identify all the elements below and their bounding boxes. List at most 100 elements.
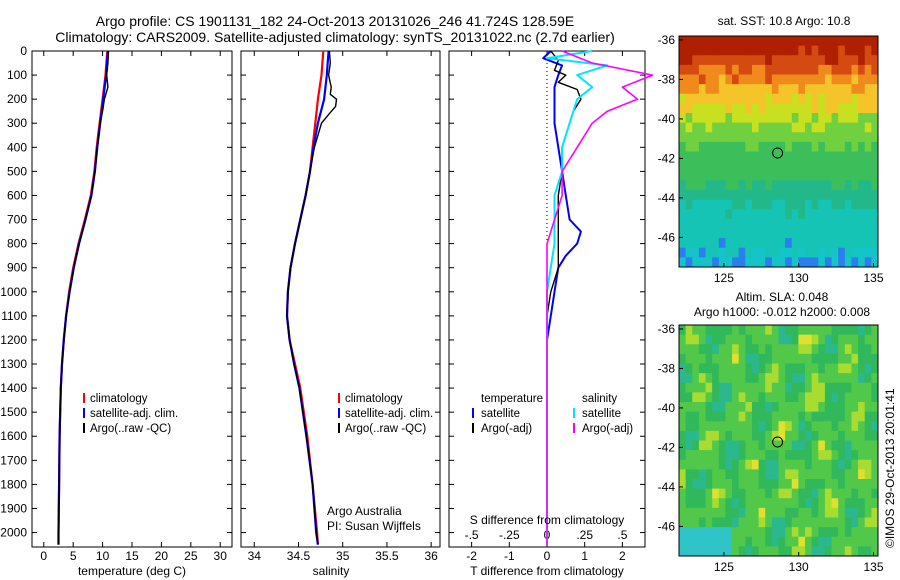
- map-cell: [751, 257, 759, 268]
- legend-label-climatology: climatology: [345, 393, 403, 405]
- map-cell: [785, 344, 793, 355]
- map-cell: [758, 141, 766, 152]
- map-cell: [745, 84, 753, 95]
- map-cell: [858, 469, 866, 480]
- map-cell: [811, 479, 819, 490]
- map-cell: [785, 353, 793, 364]
- map-cell: [725, 450, 733, 461]
- map-cell: [791, 103, 799, 114]
- map-cell: [858, 218, 866, 229]
- map-cell: [851, 325, 859, 336]
- map-cell: [692, 353, 700, 364]
- map-cell: [712, 421, 720, 432]
- map-cell: [785, 411, 793, 422]
- map-cell: [765, 132, 773, 143]
- map-cell: [778, 363, 786, 374]
- map-cell: [698, 74, 706, 85]
- map-cell: [732, 507, 740, 518]
- map-cell: [738, 170, 746, 181]
- map-cell: [679, 45, 687, 56]
- map-cell: [765, 257, 773, 268]
- map-cell: [771, 103, 779, 114]
- map-cell: [858, 151, 866, 162]
- map-cell: [864, 228, 872, 239]
- map-cell: [785, 363, 793, 374]
- map-cell: [725, 74, 733, 85]
- map-cell: [844, 36, 852, 47]
- map-y-tick-label: -38: [658, 361, 676, 375]
- map-cell: [811, 536, 819, 547]
- x-tick-label: 15: [125, 549, 139, 563]
- map-cell: [838, 488, 846, 499]
- map-cell: [751, 488, 759, 499]
- map-cell: [811, 402, 819, 413]
- map-cell: [692, 84, 700, 95]
- map-cell: [705, 122, 713, 133]
- map-cell: [758, 527, 766, 538]
- map-cell: [831, 238, 839, 249]
- map-cell: [805, 103, 813, 114]
- map-cell: [692, 363, 700, 374]
- map-cell: [692, 546, 700, 557]
- map-cell: [765, 74, 773, 85]
- map-cell: [725, 392, 733, 403]
- map-cell: [798, 353, 806, 364]
- map-cell: [771, 392, 779, 403]
- map-cell: [844, 218, 852, 229]
- map-cell: [844, 238, 852, 249]
- map-cell: [718, 228, 726, 239]
- depth-tick-label: 0: [20, 44, 27, 58]
- map-cell: [831, 113, 839, 124]
- map-cell: [858, 488, 866, 499]
- map-cell: [858, 450, 866, 461]
- map-cell: [811, 45, 819, 56]
- map-cell: [765, 218, 773, 229]
- map-cell: [844, 141, 852, 152]
- map-cell: [778, 55, 786, 66]
- map-cell: [805, 498, 813, 509]
- map-cell: [838, 36, 846, 47]
- map-cell: [712, 382, 720, 393]
- map-cell: [838, 440, 846, 451]
- map-cell: [844, 536, 852, 547]
- map-cell: [838, 170, 846, 181]
- map-cell: [705, 45, 713, 56]
- map-cell: [851, 382, 859, 393]
- map-cell: [805, 228, 813, 239]
- map-cell: [864, 421, 872, 432]
- map-cell: [771, 151, 779, 162]
- map-cell: [771, 325, 779, 336]
- map-cell: [738, 334, 746, 345]
- map-cell: [824, 382, 832, 393]
- map-cell: [838, 238, 846, 249]
- map-cell: [838, 228, 846, 239]
- map-cell: [705, 325, 713, 336]
- map-cell: [758, 199, 766, 210]
- map-cell: [824, 402, 832, 413]
- map-cell: [785, 527, 793, 538]
- map-cell: [771, 218, 779, 229]
- map-cell: [698, 199, 706, 210]
- map-cell: [785, 228, 793, 239]
- map-cell: [851, 536, 859, 547]
- map-cell: [824, 209, 832, 220]
- map-cell: [871, 498, 879, 509]
- map-cell: [791, 247, 799, 258]
- map-cell: [824, 363, 832, 374]
- map-cell: [758, 421, 766, 432]
- map-cell: [745, 353, 753, 364]
- map-cell: [824, 440, 832, 451]
- map-cell: [692, 469, 700, 480]
- map-cell: [685, 190, 693, 201]
- map-cell: [679, 141, 687, 152]
- map-cell: [844, 402, 852, 413]
- map-cell: [698, 218, 706, 229]
- map-cell: [838, 122, 846, 133]
- map-cell: [758, 74, 766, 85]
- map-cell: [838, 373, 846, 384]
- depth-tick-label: 1600: [0, 429, 27, 443]
- map-x-tick-label: 130: [789, 271, 809, 285]
- map-cell: [685, 353, 693, 364]
- map-cell: [838, 247, 846, 258]
- map-cell: [758, 209, 766, 220]
